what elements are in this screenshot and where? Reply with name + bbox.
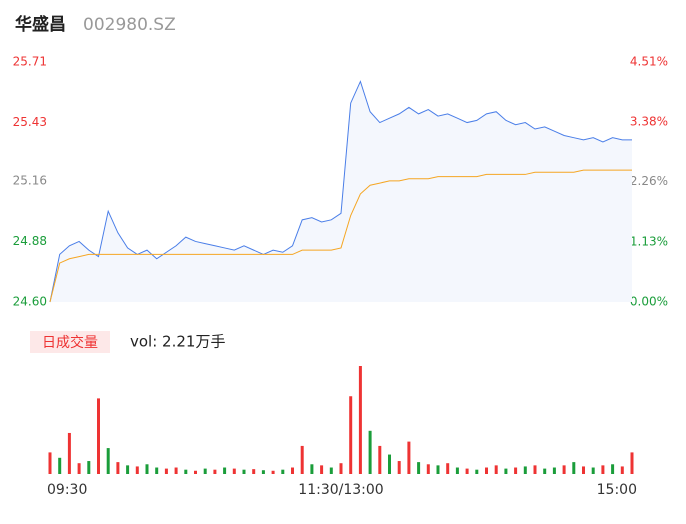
volume-bar [572, 462, 576, 474]
volume-bar [562, 465, 566, 474]
volume-bar [145, 464, 149, 474]
volume-bar [388, 454, 391, 474]
volume-bar [407, 441, 411, 474]
volume-bar [523, 466, 527, 474]
volume-bar [135, 466, 139, 474]
volume-bar [261, 470, 265, 474]
volume-bar [543, 468, 547, 474]
volume-bar [194, 470, 197, 474]
volume-bar [184, 469, 188, 474]
y2-tick-label: 4.51% [630, 55, 668, 69]
price-line [49, 80, 632, 303]
x-tick-label: 11:30/13:00 [298, 482, 383, 498]
y-tick-label: 25.43 [13, 115, 47, 129]
volume-bar [232, 468, 236, 474]
volume-bar [300, 445, 304, 474]
volume-bar [368, 430, 372, 474]
y2-tick-label: 2.26% [630, 174, 668, 188]
volume-bar [591, 467, 595, 474]
volume-bar [164, 468, 168, 474]
volume-bar [291, 467, 294, 474]
volume-bar [611, 464, 615, 474]
x-tick-label: 09:30 [47, 482, 87, 498]
volume-bar [320, 465, 324, 474]
volume-bar [485, 467, 488, 474]
volume-bar [126, 465, 130, 474]
y2-tick-label: 3.38% [630, 115, 668, 129]
volume-tag: 日成交量 [42, 334, 98, 351]
volume-bar [203, 468, 207, 474]
volume-tag-bg [30, 331, 110, 353]
volume-bar [281, 469, 285, 474]
volume-bar [582, 466, 585, 474]
volume-bar [339, 463, 343, 474]
volume-bar [397, 461, 401, 474]
volume-bar [475, 469, 479, 474]
volume-bar [77, 463, 81, 474]
volume-bar [174, 467, 178, 474]
y-tick-label: 25.16 [13, 173, 47, 187]
volume-bar [67, 432, 71, 474]
volume-bar [97, 398, 100, 474]
y-tick-label: 24.88 [13, 234, 47, 248]
volume-bar [223, 467, 227, 474]
volume-bar [155, 467, 159, 474]
volume-bar [106, 448, 110, 474]
volume-bar [494, 465, 498, 474]
volume-bar [378, 445, 382, 474]
volume-bar [504, 468, 508, 474]
y2-tick-label: 0.00% [630, 295, 668, 309]
volume-bar [87, 461, 91, 474]
volume-bar [601, 465, 605, 474]
volume-bar [417, 462, 421, 474]
volume-bar [242, 469, 246, 474]
y2-tick-label: 1.13% [630, 234, 668, 248]
volume-bar [436, 465, 440, 474]
y-tick-label: 25.71 [13, 55, 47, 69]
volume-bar [58, 457, 62, 474]
stock-name: 华盛昌 [15, 14, 66, 35]
volume-bar [252, 469, 256, 474]
volume-bar [310, 464, 314, 474]
volume-bar [630, 452, 634, 474]
volume-bar [213, 469, 217, 474]
volume-bar [620, 466, 624, 474]
x-tick-label: 15:00 [597, 482, 637, 498]
volume-bar [358, 366, 362, 474]
volume-bar [455, 467, 459, 474]
volume-bar [349, 396, 353, 474]
volume-bar [271, 470, 275, 474]
volume-bar [552, 467, 556, 474]
y-tick-label: 24.60 [13, 295, 47, 309]
volume-bar [533, 465, 537, 474]
stock-code: 002980.SZ [83, 15, 176, 35]
volume-bar [446, 463, 450, 474]
volume-bar [514, 467, 518, 474]
volume-bar [116, 462, 120, 474]
volume-bar [329, 467, 333, 474]
price-area [50, 81, 632, 302]
volume-bar [48, 452, 52, 474]
volume-bar [465, 468, 469, 474]
volume-total: vol: 2.21万手 [130, 333, 225, 351]
volume-bar [426, 464, 430, 474]
average-line [49, 169, 632, 303]
